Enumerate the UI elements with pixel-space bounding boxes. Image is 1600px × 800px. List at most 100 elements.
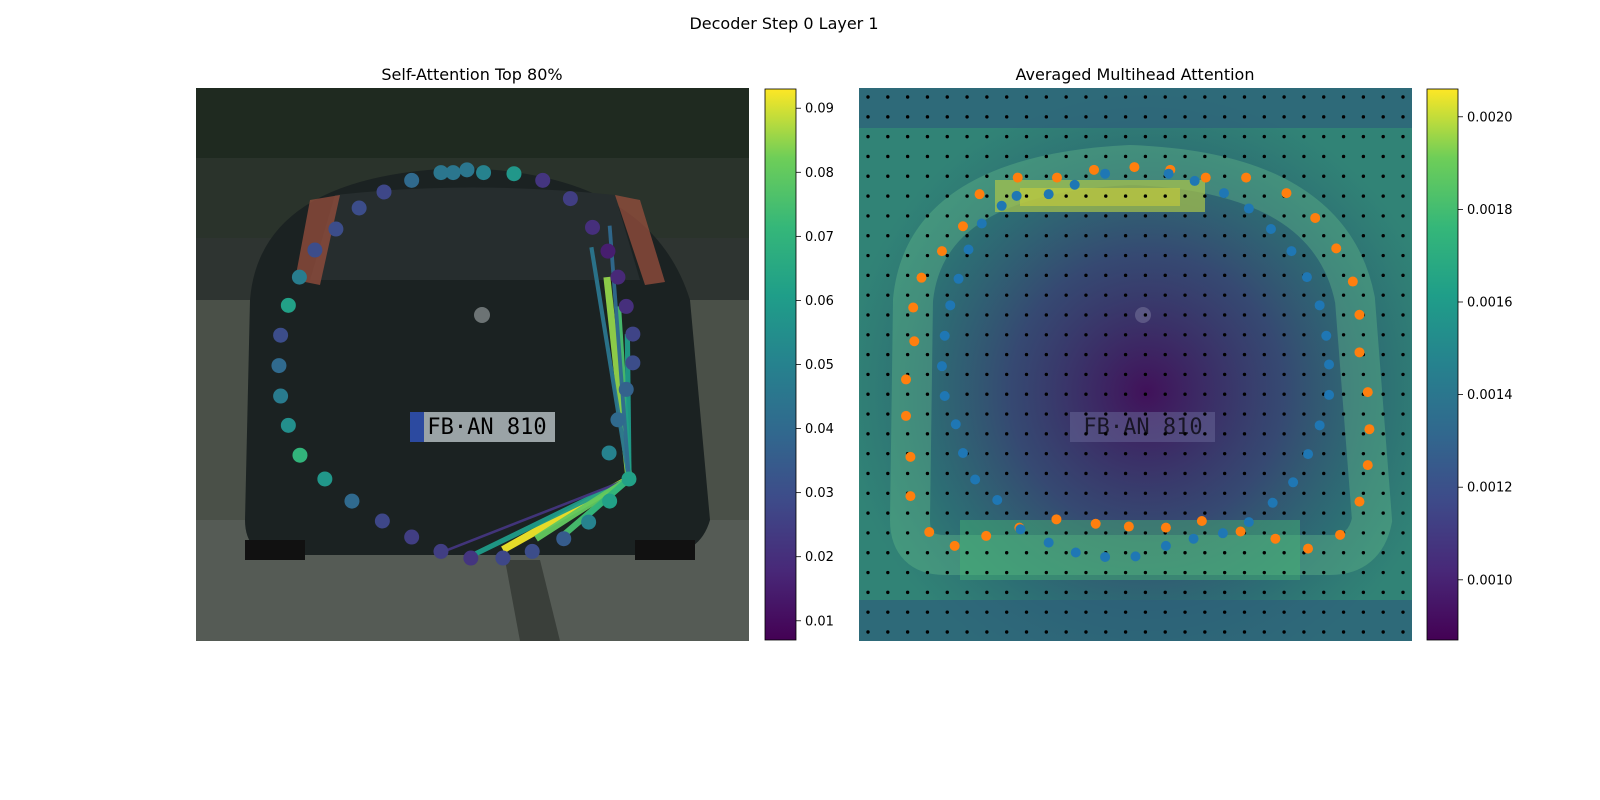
grid-dot	[1183, 352, 1187, 357]
grid-dot	[1401, 174, 1405, 178]
grid-dot	[945, 352, 949, 357]
grid-dot	[1104, 194, 1108, 198]
grid-dot	[1262, 174, 1266, 178]
grid-dot	[1183, 253, 1187, 258]
grid-dot	[1381, 491, 1385, 495]
grid-dot	[866, 214, 870, 218]
attention-point	[374, 513, 390, 529]
grid-dot	[1361, 333, 1366, 337]
grid-dot	[1401, 234, 1405, 238]
grid-dot	[1104, 590, 1108, 595]
grid-dot	[1143, 174, 1148, 178]
grid-dot	[1064, 273, 1068, 278]
grid-dot	[945, 293, 949, 297]
grid-dot	[1322, 253, 1326, 258]
grid-dot	[1143, 214, 1148, 218]
grid-dot	[965, 194, 969, 198]
blue-point	[957, 447, 968, 458]
grid-dot	[886, 134, 890, 139]
grid-dot	[965, 372, 969, 377]
grid-dot	[1084, 372, 1088, 377]
grid-dot	[886, 412, 890, 416]
blue-point	[1243, 203, 1254, 214]
grid-dot	[1242, 610, 1247, 614]
grid-dot	[1203, 551, 1207, 555]
grid-dot	[1203, 531, 1207, 535]
grid-dot	[1123, 531, 1128, 535]
blue-point	[963, 244, 974, 255]
grid-dot	[965, 115, 969, 119]
grid-dot	[965, 154, 969, 159]
grid-dot	[1322, 471, 1326, 476]
attention-point	[433, 165, 449, 181]
grid-dot	[1163, 630, 1167, 634]
grid-dot	[1203, 293, 1207, 297]
grid-dot	[1064, 253, 1068, 258]
grid-dot	[1123, 630, 1128, 634]
grid-dot	[1322, 372, 1326, 377]
grid-dot	[1401, 293, 1405, 297]
orange-point	[1129, 162, 1140, 173]
grid-dot	[1064, 511, 1068, 515]
attention-point	[495, 550, 511, 566]
grid-dot	[1183, 511, 1187, 515]
grid-dot	[1123, 115, 1128, 119]
grid-dot	[1143, 372, 1148, 377]
grid-dot	[1024, 115, 1029, 119]
grid-dot	[1123, 134, 1128, 139]
grid-dot	[965, 551, 969, 555]
grid-dot	[1341, 253, 1346, 258]
grid-dot	[1361, 511, 1366, 515]
grid-dot	[1341, 95, 1346, 99]
grid-dot	[1302, 115, 1306, 119]
grid-dot	[925, 115, 930, 119]
grid-dot	[1005, 432, 1009, 436]
grid-dot	[1302, 333, 1306, 337]
grid-dot	[886, 372, 890, 377]
grid-dot	[1005, 412, 1009, 416]
grid-dot	[1282, 412, 1286, 416]
grid-dot	[1203, 134, 1207, 139]
grid-dot	[1361, 531, 1366, 535]
grid-dot	[886, 630, 890, 634]
grid-dot	[1104, 451, 1108, 456]
colorbar-tick-label: 0.07	[805, 230, 834, 245]
grid-dot	[1262, 531, 1266, 535]
grid-dot	[1064, 95, 1068, 99]
grid-dot	[1064, 432, 1068, 436]
grid-dot	[1143, 194, 1148, 198]
grid-dot	[1262, 451, 1266, 456]
orange-point	[1012, 172, 1023, 183]
grid-dot	[1401, 273, 1405, 278]
grid-dot	[1183, 471, 1187, 476]
grid-dot	[866, 134, 870, 139]
grid-dot	[1262, 412, 1266, 416]
orange-point	[1160, 522, 1171, 533]
grid-dot	[1282, 432, 1286, 436]
grid-dot	[1183, 194, 1187, 198]
grid-dot	[1183, 590, 1187, 595]
grid-dot	[886, 570, 890, 575]
grid-dot	[1222, 491, 1227, 495]
grid-dot	[1242, 333, 1247, 337]
left-panel-title: Self-Attention Top 80%	[381, 65, 562, 84]
blue-point	[1100, 168, 1111, 179]
grid-dot	[1084, 134, 1088, 139]
grid-dot	[1143, 511, 1148, 515]
grid-dot	[985, 590, 989, 595]
grid-dot	[1262, 372, 1266, 377]
grid-dot	[1104, 214, 1108, 218]
grid-dot	[1322, 293, 1326, 297]
grid-dot	[925, 590, 930, 595]
grid-dot	[945, 134, 949, 139]
grid-dot	[1123, 313, 1128, 317]
grid-dot	[925, 570, 930, 575]
grid-dot	[985, 293, 989, 297]
grid-dot	[886, 313, 890, 317]
grid-dot	[965, 134, 969, 139]
grid-dot	[1005, 551, 1009, 555]
grid-dot	[1401, 95, 1405, 99]
grid-dot	[985, 551, 989, 555]
grid-dot	[1005, 214, 1009, 218]
grid-dot	[1302, 293, 1306, 297]
